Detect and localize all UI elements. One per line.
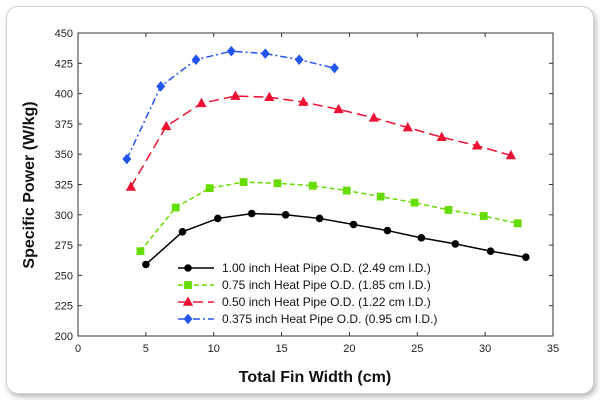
legend: 1.00 inch Heat Pipe O.D. (2.49 cm I.D.) 0… <box>178 261 437 326</box>
y-axis-title: Specific Power (W/kg) <box>21 101 38 268</box>
data-point <box>342 186 351 195</box>
data-point <box>273 179 282 188</box>
data-point <box>247 209 256 218</box>
y-tick-label: 200 <box>55 331 73 343</box>
data-point <box>281 211 290 219</box>
y-tick-label: 375 <box>55 119 73 131</box>
data-point <box>436 131 447 142</box>
series-2 <box>136 178 522 256</box>
data-point <box>410 198 419 207</box>
data-point <box>205 184 214 193</box>
y-tick-label: 225 <box>55 301 73 313</box>
data-point <box>125 181 137 191</box>
legend-item: 1.00 inch Heat Pipe O.D. (2.49 cm I.D.) <box>178 261 431 275</box>
data-point <box>486 247 495 255</box>
data-point <box>142 260 150 269</box>
legend-marker <box>184 281 192 289</box>
data-point <box>315 214 324 223</box>
y-tick-label: 400 <box>55 89 73 101</box>
data-point <box>471 140 483 150</box>
data-point <box>230 90 241 100</box>
y-tick-label: 450 <box>55 28 73 40</box>
x-tick-label: 20 <box>343 343 355 355</box>
data-point <box>368 112 380 122</box>
x-tick-label: 35 <box>547 343 559 355</box>
data-point <box>213 214 222 223</box>
data-point <box>349 220 358 229</box>
data-point <box>298 96 309 106</box>
legend-marker <box>182 296 194 306</box>
data-point <box>161 120 172 131</box>
data-point <box>196 97 207 108</box>
data-point <box>308 181 317 190</box>
data-point <box>136 247 145 256</box>
x-tick-label: 10 <box>208 343 220 355</box>
x-tick-label: 30 <box>479 343 491 355</box>
y-tick-label: 300 <box>55 210 73 222</box>
series-line <box>130 95 512 188</box>
y-tick-label: 250 <box>55 270 73 282</box>
data-point <box>383 226 392 235</box>
data-point <box>171 203 180 212</box>
legend-label: 1.00 inch Heat Pipe O.D. (2.49 cm I.D.) <box>222 261 431 275</box>
data-point <box>451 240 460 248</box>
x-axis-title: Total Fin Width (cm) <box>239 369 391 386</box>
data-point <box>264 91 275 102</box>
legend-item: 0.75 inch Heat Pipe O.D. (1.85 cm I.D.) <box>178 278 431 292</box>
data-point <box>522 253 530 262</box>
data-point <box>239 178 248 186</box>
legend-label: 0.375 inch Heat Pipe O.D. (0.95 cm I.D.) <box>222 312 437 326</box>
legend-marker <box>183 313 193 325</box>
data-point <box>505 149 517 160</box>
legend-label: 0.50 inch Heat Pipe O.D. (1.22 cm I.D.) <box>222 295 431 309</box>
series-3 <box>125 90 517 191</box>
data-point <box>122 153 132 165</box>
data-point <box>333 103 344 114</box>
x-tick-label: 0 <box>75 343 81 355</box>
data-point <box>178 227 187 236</box>
y-tick-label: 275 <box>55 240 73 252</box>
series-line <box>139 181 518 252</box>
data-point <box>417 234 426 242</box>
data-point <box>402 122 413 132</box>
x-tick-label: 15 <box>275 343 287 355</box>
data-point <box>156 81 166 92</box>
legend-marker <box>184 264 192 272</box>
legend-label: 0.75 inch Heat Pipe O.D. (1.85 cm I.D.) <box>222 278 431 292</box>
x-tick-label: 5 <box>143 343 149 355</box>
data-point <box>376 192 385 201</box>
x-tick-label: 25 <box>411 343 423 355</box>
legend-item: 0.50 inch Heat Pipe O.D. (1.22 cm I.D.) <box>178 295 431 309</box>
series-4 <box>122 45 339 165</box>
series-line <box>145 212 526 266</box>
data-point <box>513 219 522 228</box>
data-point <box>226 45 236 57</box>
data-point <box>260 48 270 59</box>
y-tick-label: 425 <box>55 58 73 70</box>
series-1 <box>142 209 530 269</box>
series-layer <box>122 45 530 269</box>
legend-item: 0.375 inch Heat Pipe O.D. (0.95 cm I.D.) <box>178 312 437 326</box>
data-point <box>191 54 201 65</box>
y-axis-ticks: 200 225 250 275 300 325 350 375 400 425 450 <box>55 28 553 343</box>
data-point <box>444 206 453 214</box>
data-point <box>294 54 304 65</box>
data-point <box>479 212 488 220</box>
y-tick-label: 325 <box>55 180 73 192</box>
y-tick-label: 350 <box>55 149 73 161</box>
data-point <box>330 62 339 74</box>
x-axis-ticks: 0 5 10 15 20 25 30 35 <box>75 33 559 355</box>
